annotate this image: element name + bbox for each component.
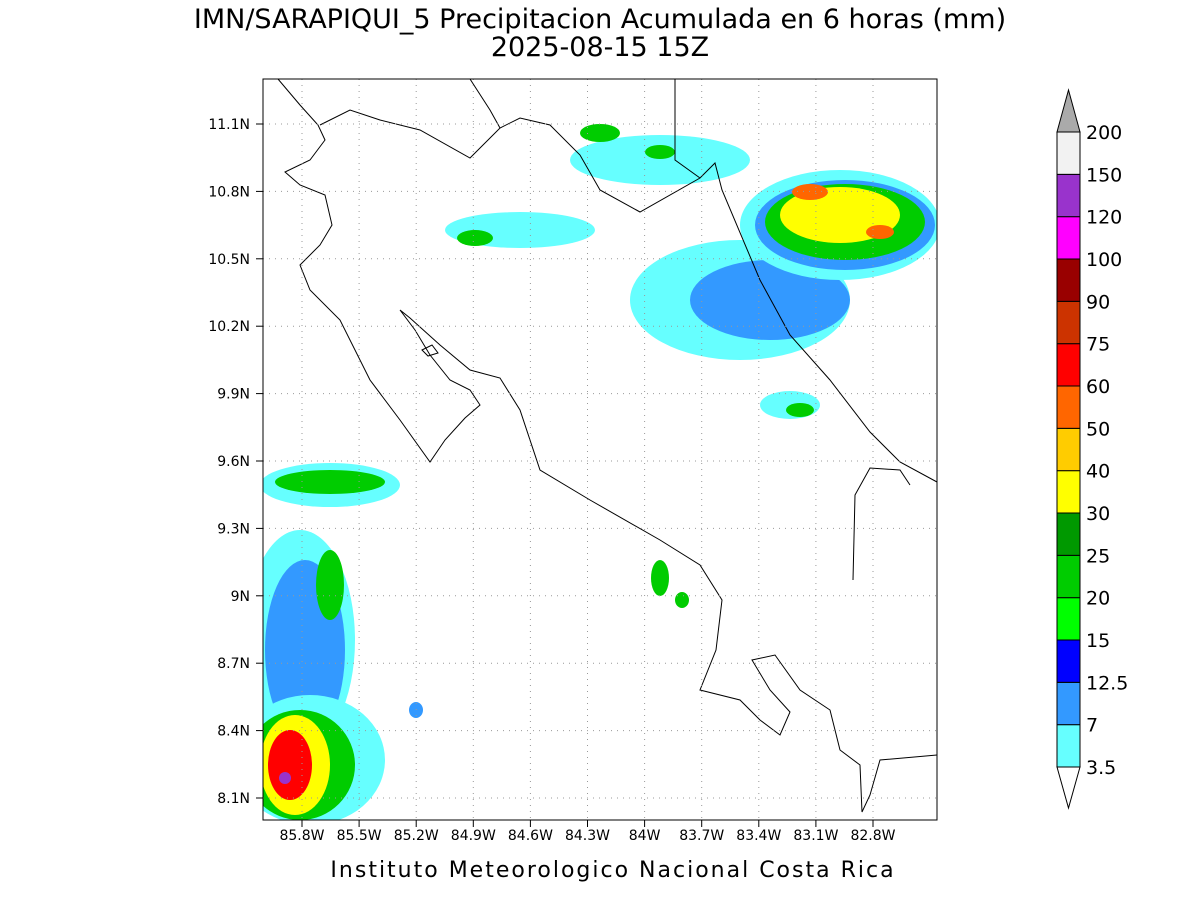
lon-label: 84.3W [565, 828, 610, 844]
colorbar-bin [1056, 258, 1081, 302]
colorbar-label: 12.5 [1086, 672, 1128, 694]
colorbar-label: 75 [1086, 334, 1110, 356]
lat-label: 8.4N [217, 724, 250, 740]
lat-label: 11.1N [208, 117, 250, 133]
colorbar-label: 15 [1086, 630, 1110, 652]
colorbar-bin [1056, 173, 1081, 218]
precipitation [263, 124, 937, 820]
colorbar-label: 120 [1086, 207, 1122, 229]
coastlines [277, 79, 937, 813]
lon-label: 84W [629, 828, 661, 844]
lon-label: 83.1W [793, 828, 838, 844]
colorbar-bin [1056, 300, 1081, 345]
colorbar-bin [1056, 512, 1081, 556]
axis-labels: 11.1N 10.8N 10.5N 10.2N 9.9N 9.6N 9.3N 9N 8.7N 8.… [208, 117, 895, 844]
colorbar-under [1056, 766, 1081, 810]
lon-label: 85.5W [337, 828, 382, 844]
colorbar-bin [1056, 470, 1081, 514]
colorbar-label: 50 [1086, 418, 1110, 440]
colorbar: 3.5 7 12.5 15 20 25 30 40 50 60 75 90 100 120 150 200 [1056, 88, 1128, 810]
colorbar-bin [1056, 554, 1081, 599]
lon-label: 84.9W [451, 828, 496, 844]
lon-label: 85.8W [279, 828, 324, 844]
colorbar-label: 20 [1086, 588, 1110, 610]
colorbar-bin [1056, 724, 1081, 768]
lon-label: 83.4W [736, 828, 781, 844]
colorbar-bin [1056, 427, 1081, 472]
colorbar-over [1056, 88, 1081, 133]
colorbar-bin [1056, 343, 1081, 387]
colorbar-label: 25 [1086, 545, 1110, 567]
map-frame [262, 78, 938, 821]
colorbar-label: 7 [1086, 715, 1098, 737]
colorbar-bin [1056, 131, 1081, 175]
lon-label: 82.8W [850, 828, 895, 844]
lat-label: 10.5N [208, 252, 250, 268]
colorbar-label: 30 [1086, 503, 1110, 525]
lon-label: 85.2W [394, 828, 439, 844]
lat-label: 10.8N [208, 184, 250, 200]
colorbar-bin [1056, 216, 1081, 260]
subtitle: 2025-08-15 15Z [491, 32, 709, 63]
lon-label: 83.7W [679, 828, 724, 844]
footer: Instituto Meteorologico Nacional Costa R… [330, 858, 895, 883]
colorbar-bin [1056, 639, 1081, 683]
colorbar-label: 100 [1086, 249, 1122, 271]
title: IMN/SARAPIQUI_5 Precipitacion Acumulada … [194, 4, 1006, 35]
colorbar-bin [1056, 681, 1081, 726]
lat-label: 10.2N [208, 319, 250, 335]
colorbar-label: 90 [1086, 291, 1110, 313]
lon-label: 84.6W [508, 828, 553, 844]
colorbar-label: 3.5 [1086, 757, 1116, 779]
graticule [263, 79, 937, 820]
colorbar-label: 200 [1086, 122, 1122, 144]
lat-label: 9N [231, 589, 250, 605]
colorbar-label: 150 [1086, 164, 1122, 186]
lat-label: 8.7N [217, 656, 250, 672]
lat-label: 9.3N [217, 521, 250, 537]
lat-label: 9.6N [217, 454, 250, 470]
colorbar-bin [1056, 597, 1081, 641]
lat-label: 9.9N [217, 387, 250, 403]
colorbar-label: 40 [1086, 461, 1110, 483]
colorbar-bin [1056, 385, 1081, 429]
lat-label: 8.1N [217, 791, 250, 807]
colorbar-label: 60 [1086, 376, 1110, 398]
